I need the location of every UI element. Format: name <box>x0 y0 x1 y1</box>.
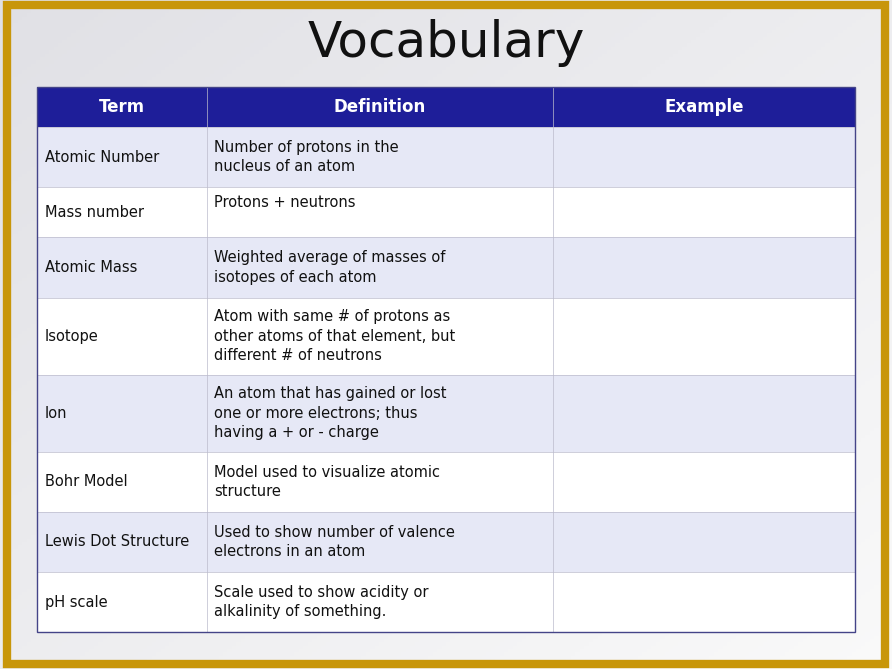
Text: Used to show number of valence
electrons in an atom: Used to show number of valence electrons… <box>214 524 455 559</box>
Text: pH scale: pH scale <box>45 595 107 609</box>
Text: Weighted average of masses of
isotopes of each atom: Weighted average of masses of isotopes o… <box>214 250 445 285</box>
Text: Example: Example <box>664 98 744 116</box>
Text: Atomic Number: Atomic Number <box>45 150 159 165</box>
Bar <box>37 375 855 452</box>
Bar <box>37 298 855 375</box>
Bar <box>37 87 855 127</box>
Text: Atomic Mass: Atomic Mass <box>45 260 137 275</box>
Text: Bohr Model: Bohr Model <box>45 474 128 489</box>
Text: Protons + neutrons: Protons + neutrons <box>214 195 356 229</box>
Text: Definition: Definition <box>334 98 426 116</box>
Text: Mass number: Mass number <box>45 205 144 220</box>
Text: Number of protons in the
nucleus of an atom: Number of protons in the nucleus of an a… <box>214 140 399 175</box>
Bar <box>37 87 855 632</box>
Text: Term: Term <box>99 98 145 116</box>
Text: Ion: Ion <box>45 405 67 421</box>
Bar <box>37 512 855 572</box>
Bar <box>37 187 855 237</box>
Text: An atom that has gained or lost
one or more electrons; thus
having a + or - char: An atom that has gained or lost one or m… <box>214 387 447 440</box>
Text: Lewis Dot Structure: Lewis Dot Structure <box>45 535 189 549</box>
Text: Isotope: Isotope <box>45 328 98 344</box>
Bar <box>37 127 855 187</box>
Text: Vocabulary: Vocabulary <box>308 19 584 68</box>
Bar <box>37 572 855 632</box>
Text: Model used to visualize atomic
structure: Model used to visualize atomic structure <box>214 464 440 499</box>
Text: Scale used to show acidity or
alkalinity of something.: Scale used to show acidity or alkalinity… <box>214 585 428 619</box>
Bar <box>37 452 855 512</box>
Bar <box>37 237 855 298</box>
Text: Atom with same # of protons as
other atoms of that element, but
different # of n: Atom with same # of protons as other ato… <box>214 310 455 363</box>
